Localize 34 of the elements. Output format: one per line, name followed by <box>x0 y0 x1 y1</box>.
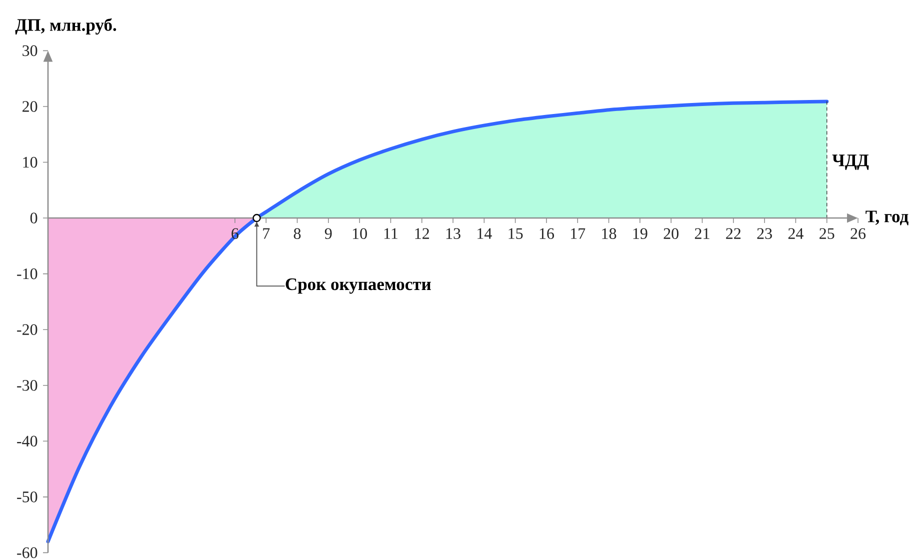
x-tick-label: 26 <box>850 228 866 239</box>
x-tick-label: 18 <box>602 228 616 240</box>
y-axis-title: ДП, млн.руб. <box>15 18 116 35</box>
y-tick-label: -30 <box>17 380 38 391</box>
x-tick-label: 14 <box>478 228 492 239</box>
x-tick-label: 11 <box>384 228 398 239</box>
x-tick-label: 12 <box>415 228 429 239</box>
x-tick-label: 24 <box>788 228 804 239</box>
y-tick-label: -40 <box>17 436 38 447</box>
x-tick-label: 20 <box>664 228 678 240</box>
y-tick-label: -10 <box>17 268 38 280</box>
x-tick-label: 19 <box>633 228 648 239</box>
y-tick-label: 20 <box>22 101 38 112</box>
x-tick-label: 10 <box>352 228 367 240</box>
x-tick-label: 21 <box>694 228 710 239</box>
x-tick-label: 15 <box>508 228 523 239</box>
y-tick-label: -20 <box>17 324 38 335</box>
x-tick-label: 7 <box>263 228 270 239</box>
x-tick-label: 9 <box>324 228 332 239</box>
x-tick-label: 8 <box>294 228 301 240</box>
y-tick-label: 30 <box>22 45 38 56</box>
annotation: Срок окупаемости <box>286 278 431 294</box>
x-tick-label: 23 <box>757 228 772 239</box>
y-tick-label: 0 <box>30 212 38 224</box>
y-tick-label: -60 <box>17 547 38 558</box>
x-tick-label: 25 <box>820 228 834 239</box>
y-tick-label: 10 <box>23 156 38 168</box>
x-tick-label: 16 <box>540 228 554 239</box>
x-tick-label: 22 <box>726 228 741 239</box>
x-tick-label: 13 <box>446 228 460 239</box>
x-tick-label: 17 <box>571 228 586 239</box>
annotation: ЧДД <box>832 154 869 170</box>
y-tick-label: -50 <box>17 492 38 502</box>
x-axis-title: Т, год <box>866 210 908 226</box>
